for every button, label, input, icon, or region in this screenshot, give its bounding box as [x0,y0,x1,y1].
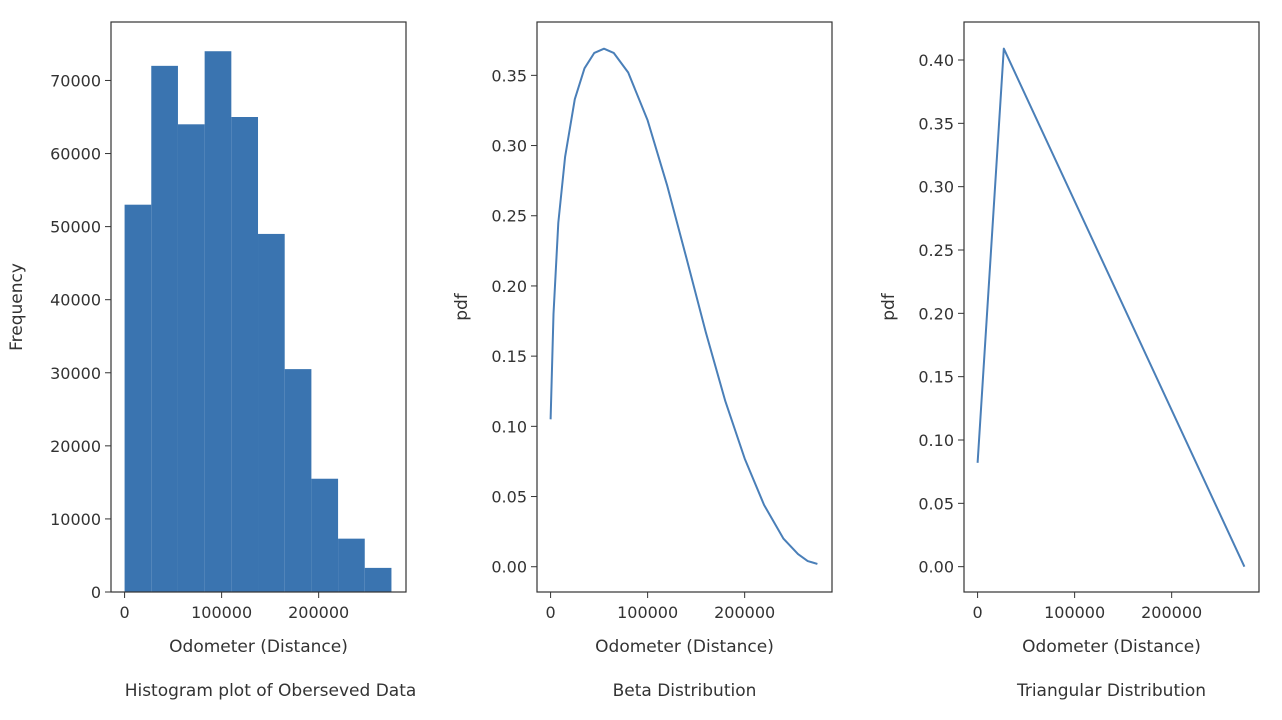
y-tick-label: 0.15 [918,368,954,387]
x-tick-label: 200000 [714,603,775,622]
y-tick-label: 0.20 [918,304,954,323]
y-tick-label: 0.30 [491,137,527,156]
histogram-bar [151,65,178,593]
x-tick-label: 0 [119,603,129,622]
y-tick-label: 0.25 [491,207,527,226]
chart-panel-3: 0 100000 200000 0.00 0.05 0.10 0.15 0.20 0.25 0.3… [879,21,1260,701]
y-tick-label: 10000 [50,510,101,529]
x-tick-label: 100000 [191,603,252,622]
y-axis-label: pdf [879,292,899,321]
chart-panel-1: 0 100000 200000 0 10000 20000 30000 40000 50000 6… [7,21,417,701]
y-tick-label: 40000 [50,291,101,310]
chart-caption: Beta Distribution [613,681,757,701]
series-line [976,47,1246,568]
y-tick-label: 0.05 [491,488,527,507]
x-tick-label: 100000 [1044,603,1105,622]
histogram-bar [311,478,339,592]
chart-caption: Histogram plot of Oberseved Data [125,681,417,701]
histogram-bar [364,567,392,592]
y-tick-label: 0.35 [491,66,527,85]
histogram-bar [338,538,365,592]
y-tick-label: 0.00 [918,558,954,577]
x-tick-label: 200000 [1141,603,1202,622]
chart-panel-2: 0 100000 200000 0.00 0.05 0.10 0.15 0.20 0.25 0.3… [452,21,833,701]
y-tick-label: 70000 [50,71,101,90]
y-tick-label: 30000 [50,364,101,383]
y-tick-label: 0.40 [918,51,954,70]
y-tick-label: 0.20 [491,277,527,296]
x-axis-label: Odometer (Distance) [169,637,348,657]
x-axis-label: Odometer (Distance) [1022,637,1201,657]
y-tick-label: 60000 [50,145,101,164]
x-tick-label: 0 [972,603,982,622]
chart-caption: Triangular Distribution [1016,681,1206,701]
x-tick-label: 100000 [617,603,678,622]
y-axis-label: Frequency [7,263,27,351]
y-tick-label: 0.10 [491,417,527,436]
x-tick-label: 200000 [288,603,349,622]
y-tick-label: 0.10 [918,431,954,450]
y-tick-label: 50000 [50,218,101,237]
series-line [549,47,818,565]
histogram-bar [204,51,232,592]
histogram-bar [258,233,285,592]
histogram-bar [231,117,259,592]
axes-frame [963,21,1260,593]
histogram-bar [177,124,205,593]
y-tick-label: 0.00 [491,558,527,577]
y-tick-label: 0 [91,583,101,602]
y-tick-label: 0.05 [918,494,954,513]
y-tick-label: 0.25 [918,241,954,260]
x-axis-label: Odometer (Distance) [595,637,774,657]
y-tick-label: 0.15 [491,347,527,366]
y-axis-label: pdf [452,292,472,321]
axes-frame [536,21,833,593]
axes-frame [110,21,407,593]
histogram-bar [124,204,152,592]
y-tick-label: 20000 [50,437,101,456]
y-tick-label: 0.35 [918,114,954,133]
y-tick-label: 0.30 [918,178,954,197]
histogram-bar [284,369,312,592]
x-tick-label: 0 [545,603,555,622]
